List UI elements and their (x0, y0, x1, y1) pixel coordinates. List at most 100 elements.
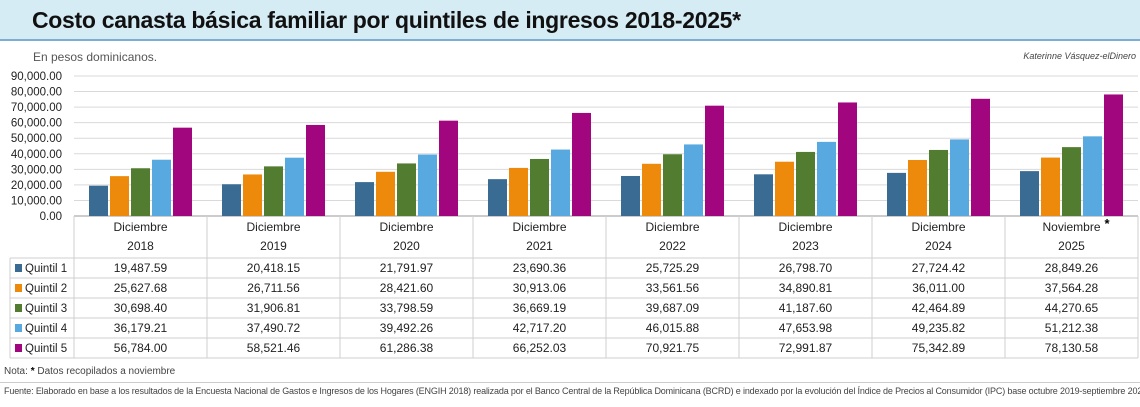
title-bar: Costo canasta básica familiar por quinti… (0, 0, 1140, 41)
data-label: 30,913.06 (513, 281, 567, 295)
data-label: 66,252.03 (513, 341, 567, 355)
category-year-label: 2021 (526, 239, 553, 253)
category-month-label: Diciembre (379, 220, 433, 234)
note-text: Datos recopilados a noviembre (37, 366, 176, 377)
series-name: Quintil 3 (25, 303, 67, 315)
category-month-label: Diciembre (778, 220, 832, 234)
y-tick-label: 40,000.00 (11, 149, 62, 161)
y-tick-label: 50,000.00 (11, 133, 62, 145)
data-label: 21,791.97 (380, 261, 434, 275)
data-label: 37,564.28 (1045, 281, 1099, 295)
series-name: Quintil 5 (25, 343, 67, 355)
bar-quintil-2 (908, 159, 927, 216)
bar-quintil-1 (621, 175, 640, 216)
bar-quintil-2 (1041, 157, 1060, 216)
category-month-label: Diciembre (645, 220, 699, 234)
bar-quintil-3 (530, 158, 549, 216)
data-label: 30,698.40 (114, 301, 168, 315)
bar-quintil-3 (929, 149, 948, 216)
category-asterisk: * (1105, 216, 1111, 231)
bar-quintil-2 (509, 167, 528, 216)
bar-quintil-5 (572, 112, 591, 216)
legend-swatch (15, 324, 22, 332)
category-year-label: 2019 (260, 239, 287, 253)
y-tick-label: 90,000.00 (11, 71, 62, 83)
bar-quintil-5 (1104, 94, 1123, 216)
y-tick-label: 70,000.00 (11, 102, 62, 114)
y-tick-label: 10,000.00 (11, 195, 62, 207)
bar-quintil-1 (1020, 171, 1039, 216)
bar-quintil-5 (439, 120, 458, 216)
bar-quintil-2 (110, 176, 129, 216)
category-year-label: 2018 (127, 239, 154, 253)
bar-quintil-3 (397, 163, 416, 216)
category-year-label: 2025 (1058, 239, 1085, 253)
data-label: 25,627.68 (114, 281, 168, 295)
data-label: 46,015.88 (646, 321, 700, 335)
legend-swatch (15, 264, 22, 272)
data-label: 36,669.19 (513, 301, 567, 315)
bar-quintil-5 (173, 127, 192, 216)
bar-quintil-5 (306, 124, 325, 216)
data-label: 47,653.98 (779, 321, 833, 335)
bar-quintil-4 (551, 149, 570, 216)
data-label: 39,687.09 (646, 301, 700, 315)
bar-quintil-1 (887, 172, 906, 216)
data-label: 26,798.70 (779, 261, 833, 275)
bar-quintil-1 (89, 185, 108, 216)
chart-subtitle: En pesos dominicanos. (33, 50, 158, 64)
series-name: Quintil 2 (25, 283, 67, 295)
data-label: 39,492.26 (380, 321, 434, 335)
series-name: Quintil 1 (25, 263, 67, 275)
bar-quintil-4 (1083, 136, 1102, 216)
data-label: 42,717.20 (513, 321, 567, 335)
y-tick-label: 30,000.00 (11, 164, 62, 176)
data-label: 20,418.15 (247, 261, 301, 275)
bar-quintil-1 (754, 174, 773, 216)
data-label: 33,798.59 (380, 301, 434, 315)
footer-divider (0, 382, 1140, 383)
data-label: 27,724.42 (912, 261, 966, 275)
data-label: 19,487.59 (114, 261, 168, 275)
bar-quintil-4 (817, 141, 836, 216)
bar-quintil-1 (222, 184, 241, 216)
note-prefix: Nota: (4, 366, 28, 377)
y-tick-label: 20,000.00 (11, 180, 62, 192)
category-month-label: Diciembre (113, 220, 167, 234)
source-text: Fuente: Elaborado en base a los resultad… (4, 386, 1140, 396)
category-year-label: 2023 (792, 239, 819, 253)
data-label: 37,490.72 (247, 321, 301, 335)
bar-chart-with-data-table: 0.00 10,000.00 20,000.00 30,000.00 40,000.00… (9, 71, 1139, 359)
bar-quintil-5 (705, 105, 724, 216)
bar-quintil-3 (663, 154, 682, 216)
bar-quintil-2 (243, 174, 262, 216)
legend-swatch (15, 284, 22, 292)
author-credit: Katerinne Vásquez-elDinero (1023, 51, 1136, 61)
bar-quintil-4 (684, 144, 703, 216)
y-tick-label: 80,000.00 (11, 87, 62, 99)
chart-note: Nota: * Datos recopilados a noviembre (4, 366, 175, 377)
data-label: 33,561.56 (646, 281, 700, 295)
bar-quintil-2 (775, 161, 794, 216)
data-label: 78,130.58 (1045, 341, 1099, 355)
data-label: 23,690.36 (513, 261, 567, 275)
data-label: 26,711.56 (247, 281, 300, 295)
bar-quintil-5 (971, 98, 990, 216)
data-label: 61,286.38 (380, 341, 434, 355)
data-label: 25,725.29 (646, 261, 700, 275)
category-month-label: Diciembre (911, 220, 965, 234)
data-label: 56,784.00 (114, 341, 168, 355)
category-year-label: 2020 (393, 239, 420, 253)
data-label: 44,270.65 (1045, 301, 1099, 315)
data-label: 49,235.82 (912, 321, 966, 335)
bar-quintil-3 (796, 151, 815, 216)
bar-quintil-4 (418, 154, 437, 216)
data-label: 51,212.38 (1045, 321, 1099, 335)
category-month-label: Diciembre (512, 220, 566, 234)
category-year-label: 2024 (925, 239, 952, 253)
data-label: 72,991.87 (779, 341, 833, 355)
bar-quintil-4 (152, 159, 171, 216)
bar-quintil-1 (355, 182, 374, 216)
legend-swatch (15, 304, 22, 312)
series-name: Quintil 4 (25, 323, 68, 335)
